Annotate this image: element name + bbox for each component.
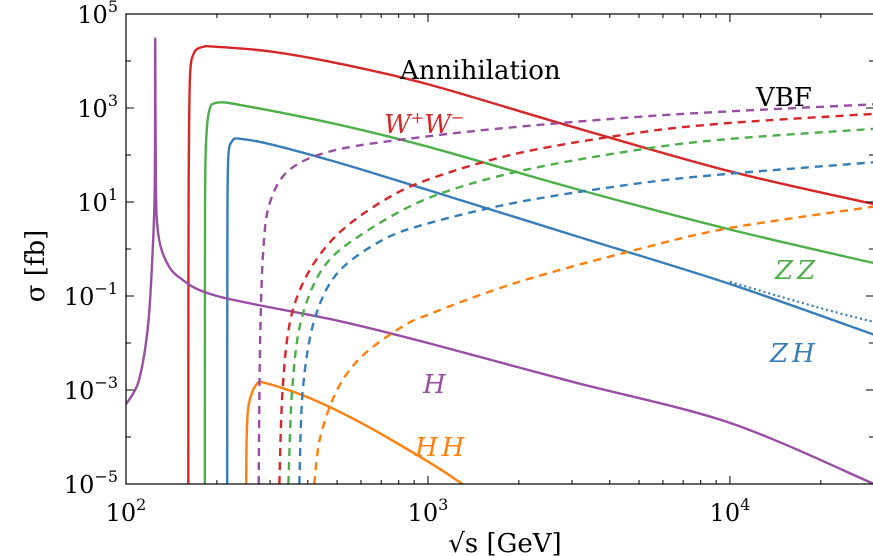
series-line-ZZ-VBF — [287, 127, 873, 484]
x-tick-label-exp: 4 — [740, 495, 750, 514]
y-tick-label-base: 10 — [64, 283, 95, 311]
x-tick-label-base: 10 — [106, 499, 137, 527]
series-line-HH-annihilation — [244, 380, 464, 484]
y-tick-label: 105 — [77, 0, 118, 29]
y-tick-label-base: 10 — [64, 377, 95, 405]
x-tick-label-base: 10 — [408, 499, 439, 527]
y-tick-label-base: 10 — [64, 471, 95, 499]
series-line-ZH-VBF — [298, 161, 873, 484]
series-line-H-annihilation — [126, 37, 873, 484]
y-tick-label-base: 10 — [77, 189, 108, 217]
annotation-annihilation: Annihilation — [399, 56, 561, 86]
series-line-ZH-annihilation — [226, 137, 873, 484]
y-tick-label-exp: 3 — [108, 91, 118, 110]
annotation-h: H — [422, 370, 447, 400]
x-tick-label: 103 — [408, 495, 449, 527]
annotation-zh: ZH — [769, 339, 819, 369]
annotation-ww-sup1: + — [411, 108, 424, 127]
y-tick-label-exp: −3 — [94, 373, 118, 392]
series-line-WW-annihilation — [187, 45, 873, 484]
y-tick-label-exp: 1 — [108, 185, 118, 204]
series-line-ZH-annihilation-dotted — [729, 280, 873, 323]
series-line-HH-VBF — [313, 205, 873, 484]
annotation-ww-sup2: − — [451, 108, 464, 127]
y-tick-label-exp: −5 — [94, 467, 118, 486]
y-tick-label-base: 10 — [77, 95, 108, 123]
annotation-ww-base: W — [384, 110, 413, 140]
y-tick-label: 10−5 — [64, 467, 118, 499]
series-line-ZZ-annihilation — [203, 101, 873, 484]
y-tick-label: 10−3 — [64, 373, 118, 405]
series-line-H-VBF — [257, 103, 873, 484]
annotation-zz: ZZ — [774, 256, 819, 286]
y-axis-title: σ [fb] — [21, 230, 51, 303]
y-tick-label: 101 — [77, 185, 118, 217]
series-layer — [126, 37, 873, 484]
y-tick-label: 10−1 — [64, 279, 118, 311]
x-tick-label: 102 — [106, 495, 147, 527]
x-tick-label: 104 — [710, 495, 751, 527]
x-axis-title: √s [GeV] — [448, 529, 561, 556]
annotation-ww: W+W− — [384, 108, 464, 140]
series-line-WW-VBF — [278, 112, 873, 484]
annotation-ww-mid: W — [424, 110, 453, 140]
y-tick-label-exp: 5 — [108, 0, 118, 16]
x-tick-label-exp: 3 — [438, 495, 448, 514]
annotation-hh: HH — [414, 433, 468, 463]
annotation-vbf: VBF — [755, 83, 812, 113]
x-tick-label-exp: 2 — [136, 495, 146, 514]
x-tick-label-base: 10 — [710, 499, 741, 527]
y-tick-label-exp: −1 — [94, 279, 118, 298]
y-tick-label-base: 10 — [77, 1, 108, 29]
y-tick-label: 103 — [77, 91, 118, 123]
